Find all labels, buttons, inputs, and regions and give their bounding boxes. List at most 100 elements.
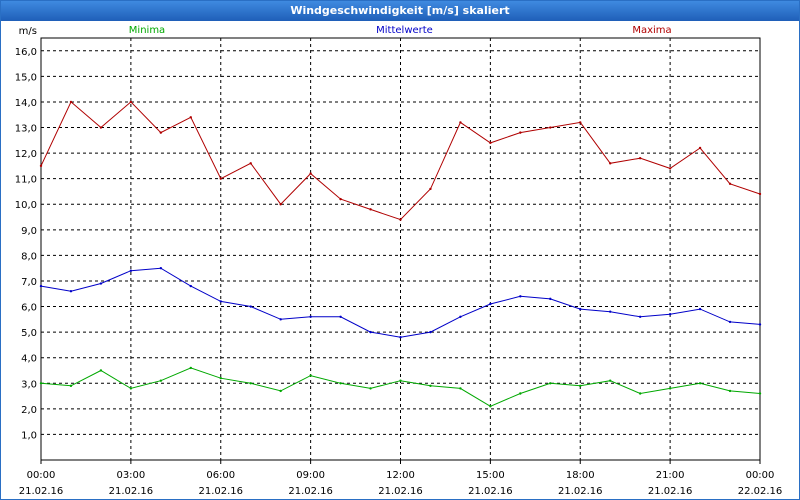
window-title: Windgeschwindigkeit [m/s] skaliert xyxy=(1,1,799,21)
data-point-minima xyxy=(549,382,552,385)
data-point-minima xyxy=(309,374,312,377)
data-point-mittelwerte xyxy=(549,297,552,301)
data-point-mittelwerte xyxy=(758,323,762,326)
y-tick-label: 9,0 xyxy=(21,226,37,237)
x-tick-date: 21.02.16 xyxy=(288,486,333,497)
data-point-minima xyxy=(39,382,43,385)
data-point-mittelwerte xyxy=(99,282,103,285)
legend-mittelwerte: Mittelwerte xyxy=(376,25,433,36)
data-point-mittelwerte xyxy=(399,336,402,339)
x-tick-date: 21.02.16 xyxy=(109,486,154,497)
data-point-minima xyxy=(99,369,103,372)
x-tick-time: 12:00 xyxy=(386,470,415,481)
data-point-minima xyxy=(489,405,492,408)
data-point-minima xyxy=(668,387,672,390)
data-point-maxima xyxy=(549,126,552,129)
y-tick-label: 11,0 xyxy=(15,175,37,186)
y-tick-label: 7,0 xyxy=(21,277,37,288)
data-point-minima xyxy=(219,376,222,380)
data-point-mittelwerte xyxy=(489,302,492,306)
data-point-minima xyxy=(758,392,762,395)
data-point-maxima xyxy=(309,172,312,175)
data-point-maxima xyxy=(758,192,762,196)
data-point-maxima xyxy=(129,100,133,104)
data-point-minima xyxy=(249,382,252,385)
data-point-maxima xyxy=(728,182,732,185)
data-point-minima xyxy=(399,379,402,382)
data-point-maxima xyxy=(459,121,462,124)
data-point-minima xyxy=(579,384,582,388)
data-point-mittelwerte xyxy=(339,315,342,318)
data-point-maxima xyxy=(39,164,43,168)
data-point-mittelwerte xyxy=(189,284,192,288)
y-tick-label: 4,0 xyxy=(21,354,37,365)
data-point-maxima xyxy=(159,131,163,134)
y-tick-label: 5,0 xyxy=(21,328,37,339)
x-tick-time: 21:00 xyxy=(656,470,685,481)
data-point-mittelwerte xyxy=(369,330,372,334)
x-tick-time: 15:00 xyxy=(476,470,505,481)
data-point-maxima xyxy=(609,162,612,165)
data-point-mittelwerte xyxy=(309,315,312,318)
data-point-maxima xyxy=(249,162,252,165)
y-tick-label: 8,0 xyxy=(21,251,37,262)
data-point-mittelwerte xyxy=(728,320,732,324)
data-point-maxima xyxy=(339,197,342,201)
x-tick-date: 21.02.16 xyxy=(198,486,243,497)
data-point-mittelwerte xyxy=(279,318,282,321)
data-point-minima xyxy=(129,387,133,390)
data-point-maxima xyxy=(489,141,492,145)
x-tick-date: 21.02.16 xyxy=(378,486,423,497)
data-point-minima xyxy=(698,382,702,385)
x-tick-time: 03:00 xyxy=(116,470,145,481)
data-point-maxima xyxy=(189,116,192,119)
data-point-mittelwerte xyxy=(668,313,672,316)
data-point-minima xyxy=(638,392,642,395)
data-point-mittelwerte xyxy=(579,307,582,311)
y-tick-label: 6,0 xyxy=(21,303,37,314)
data-point-maxima xyxy=(429,187,432,191)
x-tick-time: 18:00 xyxy=(566,470,595,481)
data-point-minima xyxy=(519,392,522,395)
data-point-mittelwerte xyxy=(519,295,522,298)
data-point-mittelwerte xyxy=(459,315,462,318)
x-tick-time: 06:00 xyxy=(206,470,235,481)
data-point-maxima xyxy=(369,208,372,211)
data-point-maxima xyxy=(69,100,73,104)
x-tick-date: 21.02.16 xyxy=(558,486,603,497)
data-point-mittelwerte xyxy=(69,290,73,293)
data-point-minima xyxy=(429,384,432,388)
data-point-minima xyxy=(728,389,732,393)
data-point-minima xyxy=(339,382,342,385)
data-point-mittelwerte xyxy=(39,284,43,288)
y-tick-label: 14,0 xyxy=(15,98,37,109)
wind-speed-chart: 1,0 2,0 3,0 4,0 5,0 6,0 7,0 8,0 9,0 10,0 11,0 12,0 1… xyxy=(15,25,783,497)
data-point-maxima xyxy=(698,146,702,150)
x-tick-date: 21.02.16 xyxy=(19,486,64,497)
data-point-minima xyxy=(159,379,163,382)
data-point-mittelwerte xyxy=(609,310,612,313)
x-tick-time: 00:00 xyxy=(27,470,56,481)
data-point-mittelwerte xyxy=(429,330,432,334)
data-point-minima xyxy=(609,379,612,382)
y-tick-label: 10,0 xyxy=(15,200,37,211)
x-tick-date: 21.02.16 xyxy=(468,486,513,497)
data-point-mittelwerte xyxy=(129,269,133,272)
data-point-maxima xyxy=(668,167,672,170)
data-point-maxima xyxy=(219,177,222,180)
data-point-minima xyxy=(369,387,372,390)
data-point-mittelwerte xyxy=(638,315,642,318)
data-point-minima xyxy=(459,387,462,390)
y-axis-label: m/s xyxy=(19,26,37,37)
data-point-minima xyxy=(189,366,192,370)
data-point-maxima xyxy=(279,203,282,206)
data-point-mittelwerte xyxy=(249,305,252,308)
data-point-minima xyxy=(69,384,73,388)
legend-maxima: Maxima xyxy=(632,25,671,36)
y-tick-label: 15,0 xyxy=(15,72,37,83)
data-point-minima xyxy=(279,389,282,393)
y-tick-label: 13,0 xyxy=(15,124,37,135)
data-point-maxima xyxy=(579,121,582,124)
x-tick-date: 21.02.16 xyxy=(648,486,693,497)
